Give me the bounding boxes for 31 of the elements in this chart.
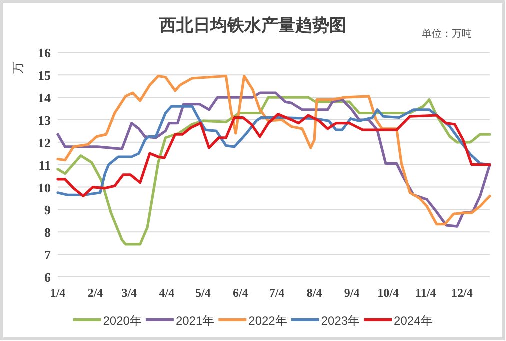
legend-label: 2024年 xyxy=(394,314,433,328)
y-tick-label: 14 xyxy=(38,90,52,106)
y-tick-label: 10 xyxy=(38,180,51,196)
x-tick-label: 10/4 xyxy=(378,286,400,300)
legend-label: 2023年 xyxy=(321,314,360,328)
x-tick-label: 12/4 xyxy=(451,286,473,300)
legend-label: 2022年 xyxy=(248,314,288,328)
legend-label: 2020年 xyxy=(103,314,142,328)
chart-title: 西北日均铁水产量趋势图 xyxy=(158,16,346,35)
x-tick-label: 3/4 xyxy=(122,286,138,300)
x-tick-label: 11/4 xyxy=(416,286,436,300)
x-tick-label: 1/4 xyxy=(50,286,66,300)
x-tick-label: 4/4 xyxy=(159,286,175,300)
y-tick-label: 7 xyxy=(44,248,52,263)
y-axis-title: 万 xyxy=(11,62,25,74)
y-tick-label: 9 xyxy=(44,202,52,218)
y-tick-label: 13 xyxy=(38,112,52,128)
x-tick-label: 7/4 xyxy=(269,286,285,300)
legend-label: 2021年 xyxy=(176,314,215,328)
x-tick-label: 6/4 xyxy=(233,286,248,300)
y-tick-label: 8 xyxy=(44,225,52,240)
y-tick-label: 11 xyxy=(38,158,51,173)
y-tick-label: 15 xyxy=(38,68,52,84)
y-tick-label: 12 xyxy=(38,135,51,150)
x-tick-label: 2/4 xyxy=(88,286,104,300)
y-tick-label: 16 xyxy=(38,46,52,61)
y-tick-label: 6 xyxy=(44,270,52,285)
x-tick-label: 9/4 xyxy=(344,286,360,300)
x-tick-label: 8/4 xyxy=(306,286,322,300)
text: 单位：万吨 xyxy=(422,28,472,40)
x-tick-label: 5/4 xyxy=(196,286,211,300)
